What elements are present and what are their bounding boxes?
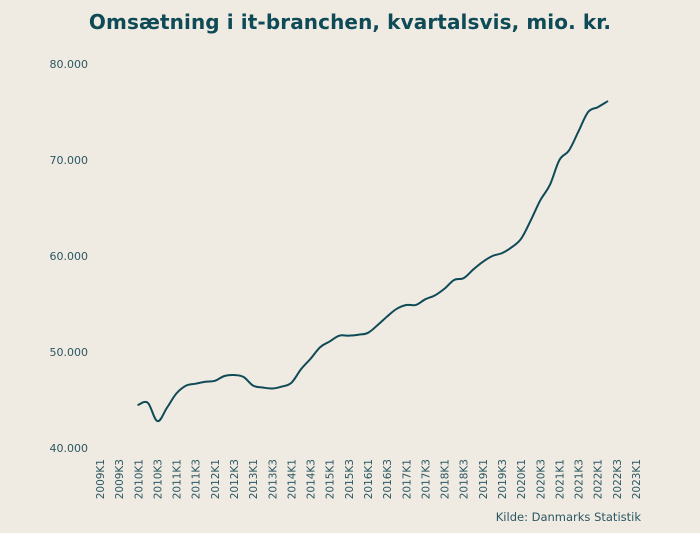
y-tick-label: 50.000: [50, 346, 89, 359]
x-tick-label: 2020K1: [516, 459, 528, 499]
x-tick-label: 2018K3: [459, 459, 471, 499]
x-tick-label: 2014K1: [286, 459, 298, 499]
data-point: [262, 387, 264, 389]
x-tick-label: 2016K1: [363, 459, 375, 499]
data-point: [606, 100, 608, 102]
chart-title: Omsætning i it-branchen, kvartalsvis, mi…: [88, 10, 612, 34]
x-tick-label: 2009K3: [114, 459, 126, 499]
x-tick-label: 2010K1: [133, 459, 145, 499]
data-point: [434, 294, 436, 296]
data-point: [348, 335, 350, 337]
x-tick-label: 2012K3: [229, 459, 241, 499]
x-tick-label: 2017K3: [420, 459, 432, 499]
x-tick-label: 2020K3: [535, 459, 547, 499]
data-point: [539, 199, 541, 201]
data-point: [482, 261, 484, 263]
data-point: [568, 149, 570, 151]
data-point: [166, 407, 168, 409]
data-point: [444, 288, 446, 290]
data-point: [405, 304, 407, 306]
data-point: [578, 130, 580, 132]
x-tick-label: 2018K1: [440, 459, 452, 499]
data-point: [281, 386, 283, 388]
x-tick-label: 2016K3: [382, 459, 394, 499]
data-point: [501, 252, 503, 254]
data-point: [530, 219, 532, 221]
data-point: [453, 279, 455, 281]
data-point: [491, 255, 493, 257]
data-point: [338, 335, 340, 337]
data-point: [156, 420, 158, 422]
data-point: [137, 404, 139, 406]
data-point: [290, 382, 292, 384]
data-point: [147, 402, 149, 404]
x-tick-label: 2022K1: [593, 459, 605, 499]
data-point: [185, 385, 187, 387]
data-point: [243, 376, 245, 378]
data-point: [472, 268, 474, 270]
source-note: Kilde: Danmarks Statistik: [495, 510, 641, 524]
data-point: [204, 381, 206, 383]
x-tick-label: 2009K1: [95, 459, 107, 499]
x-tick-label: 2014K3: [306, 459, 318, 499]
y-tick-label: 60.000: [50, 250, 89, 263]
data-point: [310, 358, 312, 360]
x-tick-label: 2011K1: [172, 459, 184, 499]
y-tick-label: 80.000: [50, 58, 89, 71]
data-point: [396, 308, 398, 310]
data-point: [176, 392, 178, 394]
data-point: [386, 315, 388, 317]
data-point: [329, 340, 331, 342]
data-point: [319, 346, 321, 348]
series-line: [137, 100, 609, 423]
x-tick-label: 2021K3: [574, 459, 586, 499]
data-point: [252, 385, 254, 387]
data-point: [549, 184, 551, 186]
x-tick-label: 2021K1: [554, 459, 566, 499]
x-tick-label: 2019K1: [478, 459, 490, 499]
x-tick-label: 2017K1: [401, 459, 413, 499]
data-point: [195, 383, 197, 385]
x-tick-label: 2010K3: [152, 459, 164, 499]
x-tick-label: 2019K3: [497, 459, 509, 499]
data-point: [377, 324, 379, 326]
x-tick-label: 2022K3: [612, 459, 624, 499]
x-tick-label: 2015K1: [325, 459, 337, 499]
data-point: [300, 368, 302, 370]
data-point: [415, 304, 417, 306]
x-tick-label: 2023K1: [631, 459, 643, 499]
data-point: [214, 380, 216, 382]
data-point: [223, 375, 225, 377]
y-tick-label: 40.000: [50, 442, 89, 455]
data-point: [357, 334, 359, 336]
data-point: [233, 374, 235, 376]
data-point: [558, 159, 560, 161]
x-tick-label: 2015K3: [344, 459, 356, 499]
y-tick-label: 70.000: [50, 154, 89, 167]
x-tick-label: 2012K1: [210, 459, 222, 499]
data-point: [520, 238, 522, 240]
x-tick-label: 2013K3: [267, 459, 279, 499]
data-point: [271, 387, 273, 389]
x-tick-label: 2011K3: [191, 459, 203, 499]
data-point: [587, 111, 589, 113]
data-point: [424, 298, 426, 300]
data-point: [597, 106, 599, 108]
x-tick-label: 2013K1: [248, 459, 260, 499]
data-point: [367, 332, 369, 334]
data-point: [463, 277, 465, 279]
data-point: [511, 246, 513, 248]
